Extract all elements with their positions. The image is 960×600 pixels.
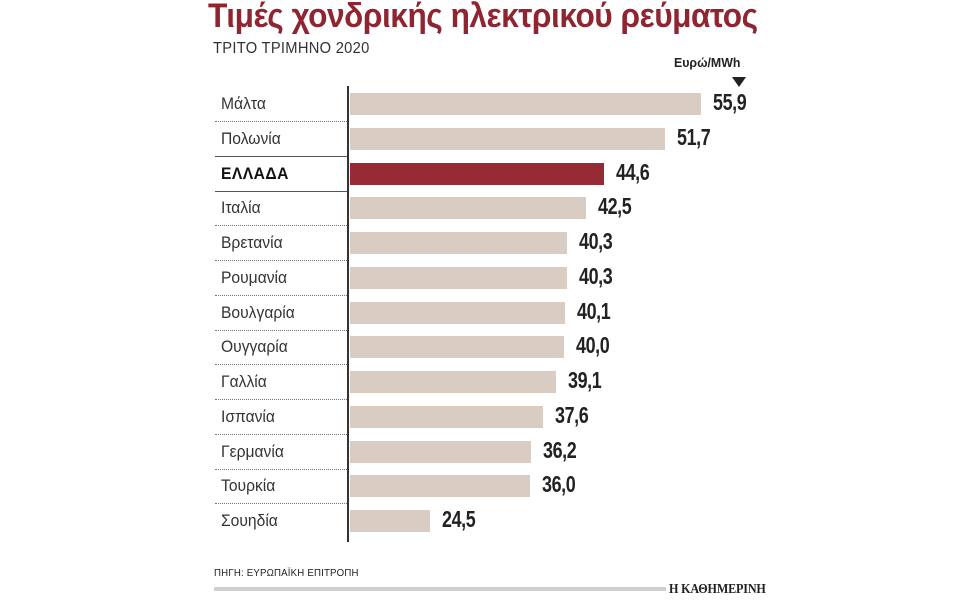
category-label: Σουηδία: [221, 511, 278, 530]
row-separator: [215, 329, 347, 331]
category-label: ΕΛΛΑΔΑ: [221, 163, 289, 183]
unit-label: Ευρώ/MWh: [674, 55, 741, 70]
row-separator: [215, 155, 347, 157]
row-separator: [215, 121, 347, 122]
bar-row: Γαλλία 39,1: [0, 367, 960, 393]
bar-row: Βουλγαρία 40,1: [0, 298, 960, 324]
bar-row: ΕΛΛΑΔΑ 44,6: [0, 159, 960, 185]
value-label: 37,6: [555, 401, 589, 428]
value-label: 24,5: [442, 506, 476, 532]
bar: [350, 336, 565, 359]
value-label: 40,0: [576, 332, 610, 359]
bar-highlight: [350, 162, 604, 185]
bar-row: Τουρκία 36,0: [0, 471, 960, 498]
bar: [350, 301, 565, 324]
bar-row: Ιταλία 42,5: [0, 193, 960, 220]
bar: [350, 371, 557, 393]
bar-row: Ουγγαρία 40,0: [0, 332, 960, 359]
bar-row: Ισπανία 37,6: [0, 402, 960, 428]
value-label: 44,6: [615, 158, 650, 185]
bar-row: Βρετανία 40,3: [0, 228, 960, 254]
bar: [350, 197, 586, 220]
bar: [350, 232, 567, 254]
bar: [350, 93, 702, 115]
chart-subtitle: ΤΡΙΤΟ ΤΡΙΜΗΝΟ 2020: [213, 40, 370, 57]
bar-row: Μάλτα 55,9: [0, 89, 960, 115]
category-label: Ρουμανία: [221, 267, 288, 287]
category-label: Τουρκία: [221, 476, 276, 496]
value-label: 51,7: [676, 123, 711, 150]
row-separator: [215, 364, 347, 366]
category-label: Βουλγαρία: [221, 302, 295, 322]
row-separator: [215, 503, 347, 505]
category-label: Ουγγαρία: [221, 337, 288, 357]
row-separator: [215, 225, 347, 227]
source-note: ΠΗΓΗ: ΕΥΡΩΠΑΪΚΗ ΕΠΙΤΡΟΠΗ: [214, 567, 359, 579]
bar-row: Γερμανία 36,2: [0, 437, 960, 463]
category-label: Γαλλία: [221, 372, 267, 391]
y-axis-line: [347, 86, 349, 542]
category-label: Μάλτα: [221, 94, 266, 113]
bar: [350, 475, 530, 498]
publisher-brand: Η ΚΑΘΗΜΕΡΙΝΗ: [669, 581, 766, 596]
value-label: 40,3: [578, 228, 613, 254]
row-separator: [215, 433, 347, 435]
bar: [350, 405, 544, 428]
bar: [350, 266, 567, 289]
value-label: 40,3: [578, 262, 613, 289]
down-arrow-icon: [732, 77, 746, 87]
category-label: Πολωνία: [221, 128, 281, 148]
row-separator: [215, 294, 347, 296]
value-label: 39,1: [568, 367, 602, 393]
value-label: 40,1: [576, 297, 611, 324]
footer-rule: [214, 587, 666, 591]
value-label: 42,5: [597, 193, 632, 220]
row-separator: [215, 260, 347, 261]
bar-row: Πολωνία 51,7: [0, 124, 960, 150]
category-label: Βρετανία: [221, 233, 283, 252]
value-label: 55,9: [713, 89, 747, 115]
value-label: 36,0: [541, 471, 576, 498]
bar: [350, 127, 665, 150]
bar: [350, 510, 431, 532]
bar-row: Ρουμανία 40,3: [0, 263, 960, 289]
bar: [350, 440, 532, 463]
row-separator: [215, 468, 347, 470]
row-separator: [215, 190, 347, 192]
category-label: Ισπανία: [221, 406, 275, 426]
bar-row: Σουηδία 24,5: [0, 506, 960, 532]
category-label: Ιταλία: [221, 198, 261, 218]
category-label: Γερμανία: [221, 441, 284, 461]
value-label: 36,2: [543, 436, 577, 463]
row-separator: [215, 399, 347, 400]
chart-title: Τιμές χονδρικής ηλεκτρικού ρεύματος: [208, 0, 758, 35]
